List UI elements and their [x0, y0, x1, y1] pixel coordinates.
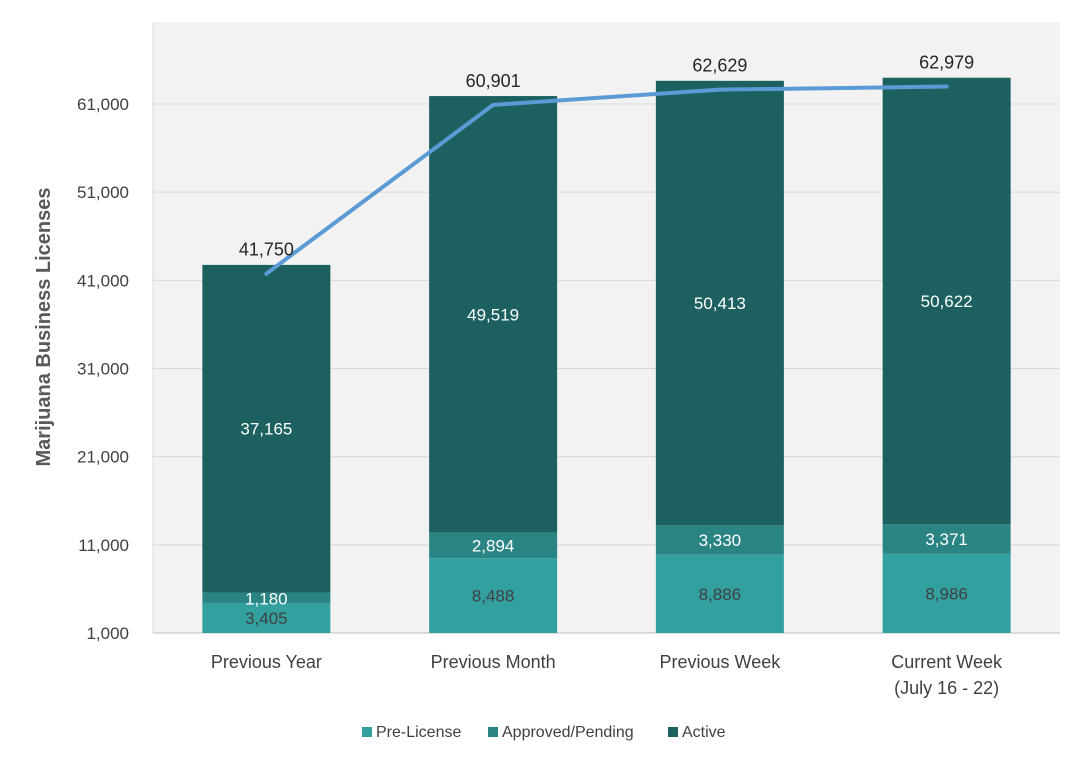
bar-label-approved-pending: 1,180 — [245, 590, 288, 609]
y-axis-ticks: 1,000 11,000 21,000 31,000 41,000 51,000 61,00… — [77, 95, 129, 643]
x-category-label: Previous Month — [431, 652, 556, 672]
bar-segment-active — [429, 96, 558, 533]
bar-label-pre-license: 3,405 — [245, 609, 288, 628]
total-value-label: 60,901 — [466, 71, 521, 91]
x-category-label: Previous Week — [660, 652, 782, 672]
legend: Pre-License Approved/Pending Active — [362, 724, 726, 741]
category-labels: Previous Year Previous Month Previous Week… — [211, 652, 1003, 698]
y-tick-label: 61,000 — [77, 95, 129, 114]
bar-segment-pre-license — [655, 554, 784, 633]
bar-label-approved-pending: 2,894 — [472, 536, 515, 555]
bar-label-active: 49,519 — [467, 305, 519, 324]
bar-label-active: 37,165 — [240, 420, 292, 439]
bar-label-active: 50,622 — [921, 292, 973, 311]
bar-segment-approved-pending — [202, 592, 331, 603]
bar-segment-approved-pending — [882, 524, 1011, 554]
bar-label-active: 50,413 — [694, 294, 746, 313]
bar-segment-pre-license — [882, 553, 1011, 633]
y-tick-label: 41,000 — [77, 271, 129, 290]
total-labels: 41,750 60,901 62,629 62,979 — [239, 53, 974, 260]
legend-swatch-approved-pending — [488, 727, 498, 737]
y-tick-label: 31,000 — [77, 360, 129, 379]
legend-label-active: Active — [682, 724, 726, 741]
y-tick-label: 21,000 — [77, 448, 129, 467]
bar-segment-pre-license — [429, 558, 558, 633]
bar-segment-active — [202, 264, 331, 593]
bar-segment-approved-pending — [655, 525, 784, 555]
y-tick-label: 11,000 — [78, 536, 129, 555]
total-line-path — [264, 84, 949, 276]
total-value-label: 62,629 — [692, 56, 747, 76]
x-category-label: Previous Year — [211, 652, 322, 672]
bar-label-approved-pending: 3,330 — [699, 531, 742, 550]
legend-label-pre-license: Pre-License — [376, 724, 461, 741]
bar-segment-active — [882, 77, 1011, 525]
y-tick-label: 1,000 — [86, 624, 129, 643]
bar-label-pre-license: 8,886 — [699, 585, 742, 604]
x-category-label: (July 16 - 22) — [894, 678, 999, 698]
legend-label-approved-pending: Approved/Pending — [502, 724, 634, 741]
bars — [202, 77, 1011, 633]
bar-segment-pre-license — [202, 602, 331, 633]
total-line — [264, 84, 949, 276]
total-value-label: 62,979 — [919, 53, 974, 73]
bar-label-pre-license: 8,986 — [925, 584, 968, 603]
bar-label-approved-pending: 3,371 — [925, 530, 968, 549]
total-value-label: 41,750 — [239, 240, 294, 260]
legend-swatch-pre-license — [362, 727, 372, 737]
y-tick-label: 51,000 — [77, 183, 129, 202]
bar-segment-active — [655, 80, 784, 526]
x-category-label: Current Week — [891, 652, 1003, 672]
bar-segment-approved-pending — [429, 532, 558, 559]
y-axis-title: Marijuana Business Licenses — [33, 187, 55, 466]
legend-swatch-active — [668, 727, 678, 737]
bar-label-pre-license: 8,488 — [472, 587, 515, 606]
